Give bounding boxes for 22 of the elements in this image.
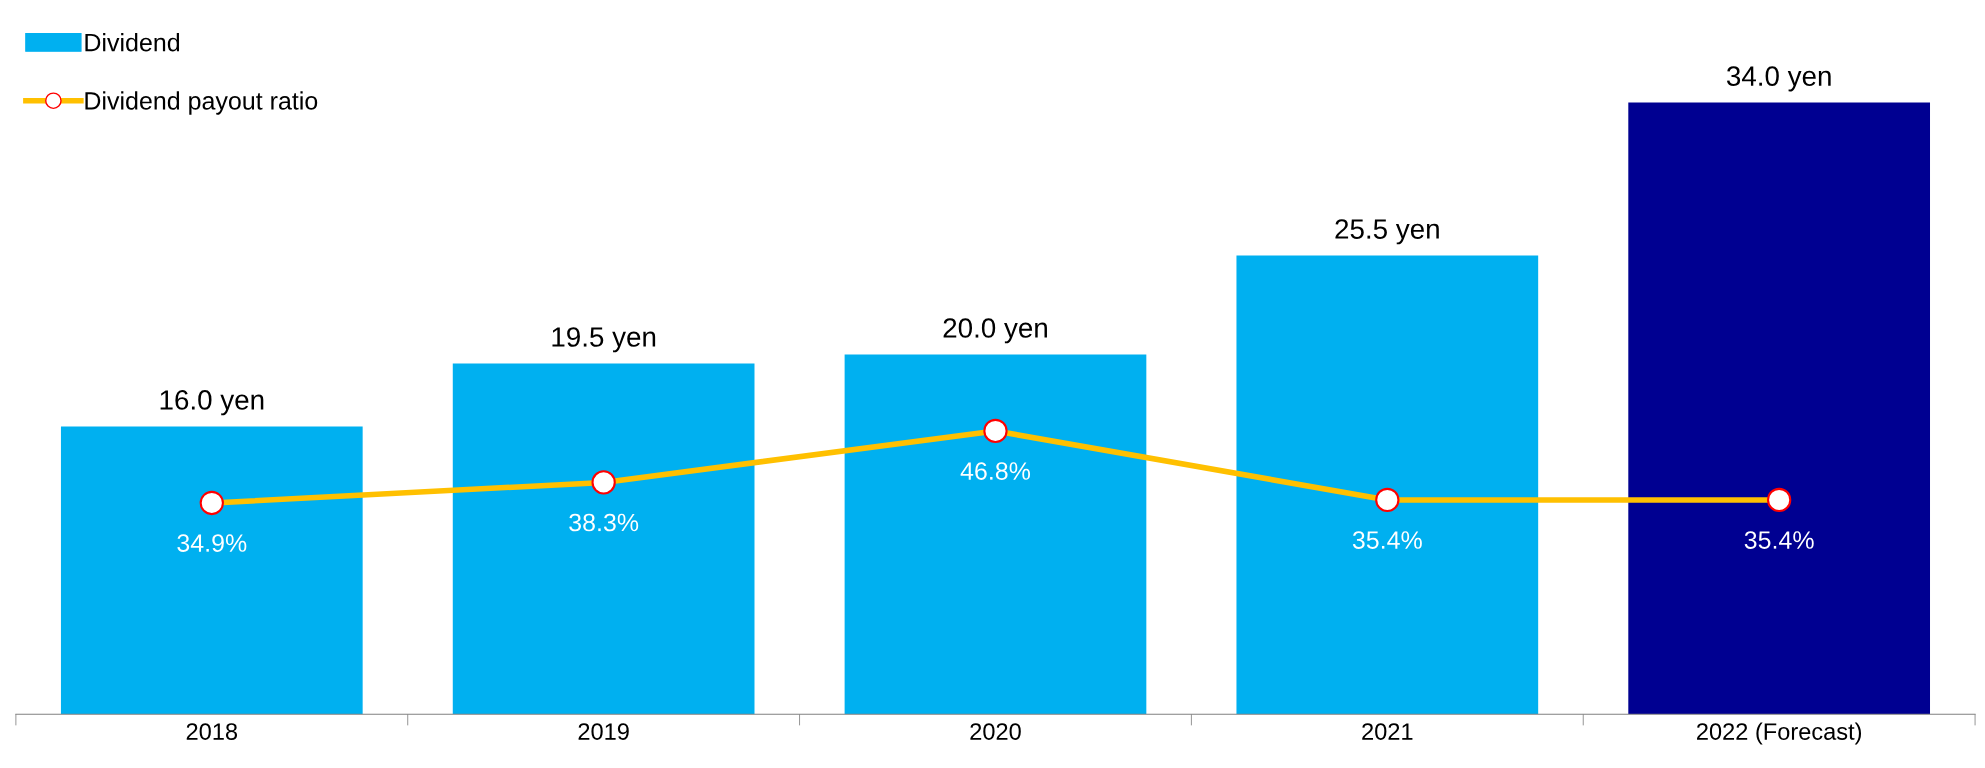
x-tick-label: 2018 xyxy=(186,723,238,740)
x-tick-label: 2022 (Forecast) xyxy=(1697,722,1862,745)
legend-label: Dividend xyxy=(85,33,180,52)
data-label: 35.4% xyxy=(1744,531,1814,549)
data-label: 25.5 yen xyxy=(1335,219,1439,245)
data-label: 20.0 yen xyxy=(943,318,1047,344)
data-label: 34.0 yen xyxy=(1726,66,1831,92)
data-label: 38.3% xyxy=(569,513,639,532)
data-label: 19.5 yen xyxy=(552,327,656,353)
x-tick-label: 2019 xyxy=(578,723,629,740)
bar xyxy=(1628,102,1931,715)
data-label: 35.4% xyxy=(1352,531,1422,549)
data-label: 16.0 yen xyxy=(160,390,264,416)
bar xyxy=(60,426,363,715)
legend-label: Dividend payout ratio xyxy=(85,91,318,115)
data-label: 46.8% xyxy=(960,462,1031,480)
bar xyxy=(452,363,755,715)
data-label: 34.9% xyxy=(177,534,247,552)
bar xyxy=(1236,255,1539,715)
x-tick-label: 2020 xyxy=(970,723,1021,740)
bar xyxy=(844,354,1147,715)
x-tick-label: 2021 xyxy=(1362,723,1413,740)
